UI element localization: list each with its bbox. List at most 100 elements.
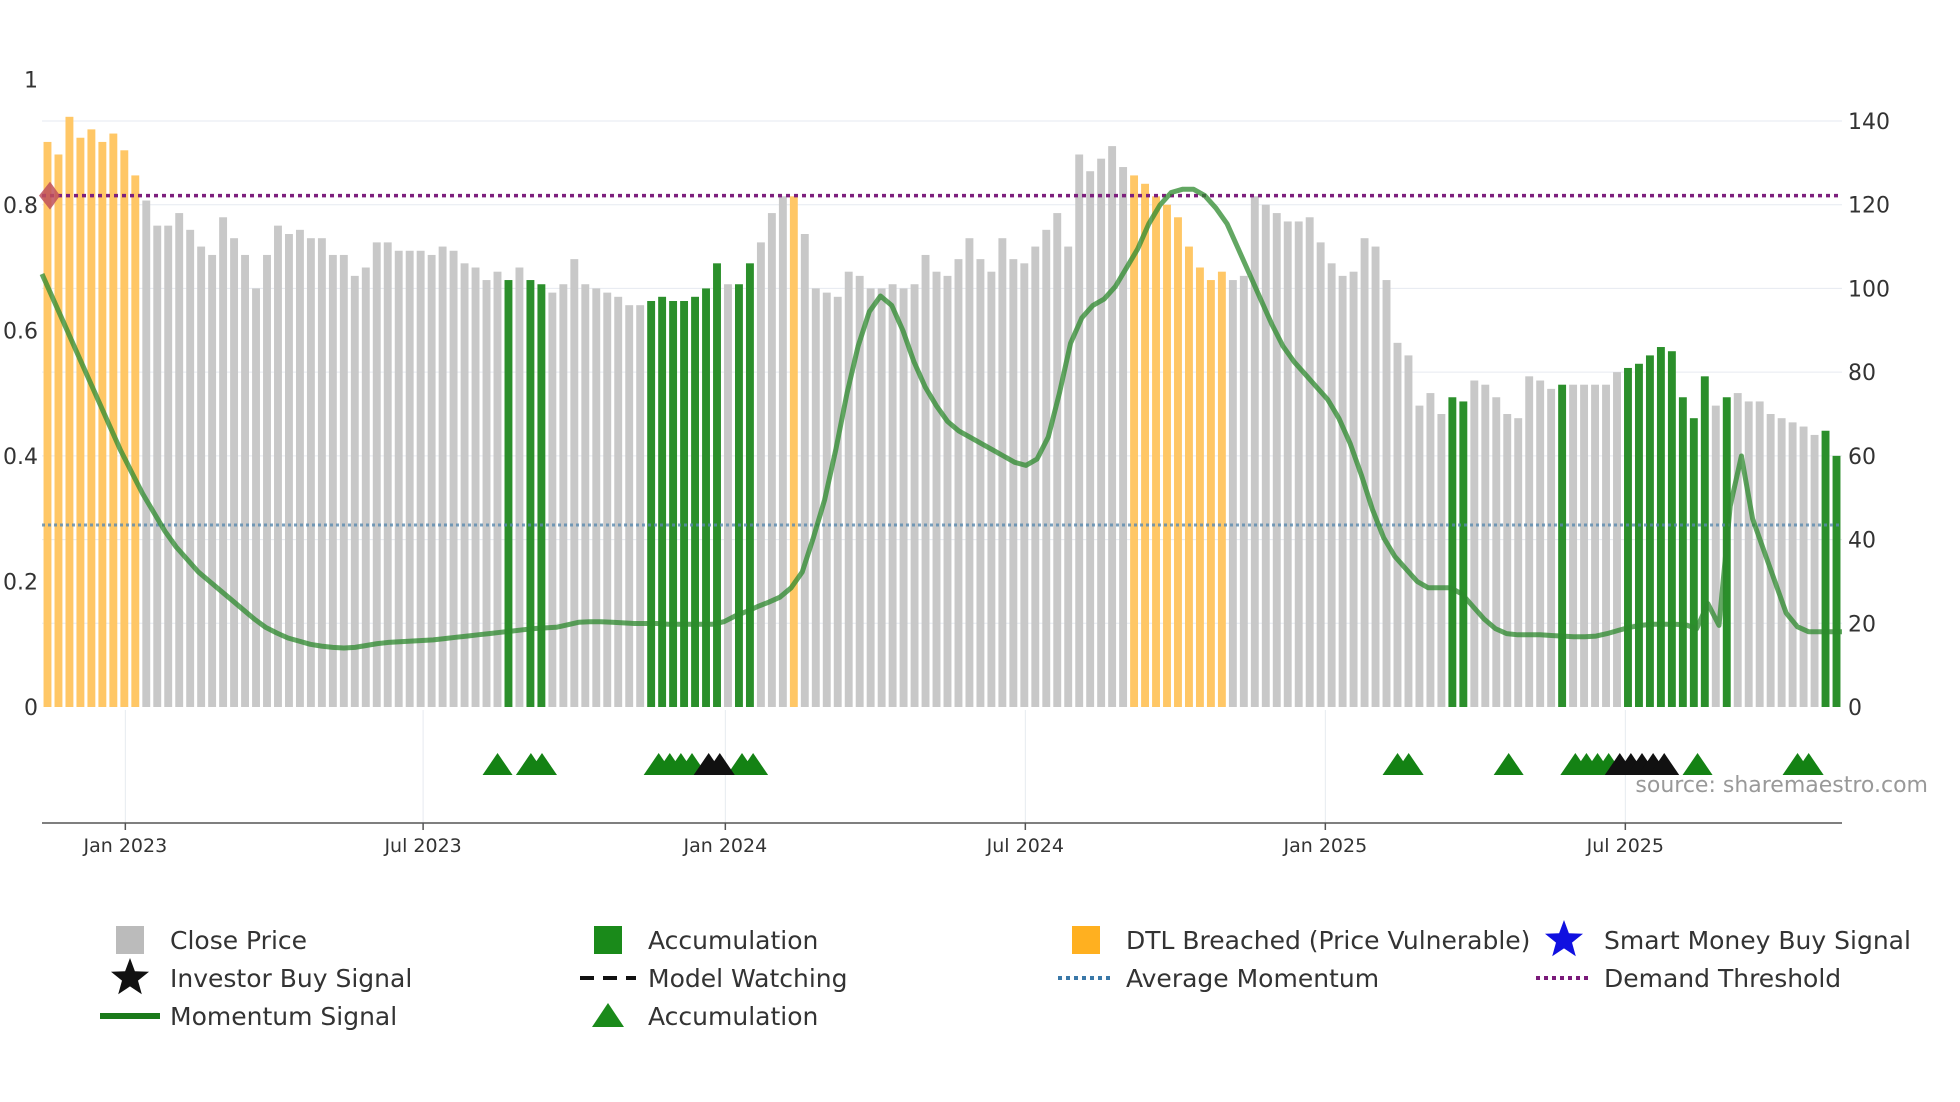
legend-label: Smart Money Buy Signal xyxy=(1604,926,1911,955)
accumulation-bar xyxy=(526,280,535,707)
accumulation-bar xyxy=(504,280,513,707)
close-price-bar xyxy=(987,271,996,707)
dtl-breached-bar xyxy=(1174,217,1182,707)
accumulation-bar xyxy=(1448,397,1457,707)
close-price-bar xyxy=(1371,246,1380,708)
close-price-bar xyxy=(1777,418,1786,707)
left-tick-label: 0 xyxy=(24,696,38,721)
close-price-bar xyxy=(811,288,820,707)
close-price-bar xyxy=(954,259,963,707)
legend-symbol-accumulation xyxy=(594,926,622,954)
close-price-bar xyxy=(1338,275,1347,707)
legend-label: Model Watching xyxy=(648,964,848,993)
close-price-bar xyxy=(1261,204,1270,707)
close-price-bar xyxy=(943,275,952,707)
close-price-bar xyxy=(603,292,612,707)
close-price-bar xyxy=(1250,196,1259,708)
close-price-bar xyxy=(274,225,282,707)
close-price-bar xyxy=(1711,405,1720,707)
accumulation-bar xyxy=(1656,347,1665,707)
close-price-bar xyxy=(1097,158,1106,707)
left-tick-label: 0.6 xyxy=(3,320,38,345)
close-price-bar xyxy=(1064,246,1073,708)
close-price-bar xyxy=(724,284,732,707)
dtl-breached-bar xyxy=(1217,271,1226,707)
close-price-bar xyxy=(1569,384,1578,707)
close-price-bar xyxy=(625,305,634,707)
close-price-bar xyxy=(855,275,864,707)
accumulation-bar xyxy=(1645,355,1654,707)
close-price-bar xyxy=(394,250,403,707)
close-price-bar xyxy=(548,292,557,707)
accumulation-bar xyxy=(1558,384,1567,707)
close-price-bar xyxy=(285,234,293,707)
momentum-signal-series xyxy=(39,186,1842,651)
close-price-bar xyxy=(1031,246,1040,708)
accumulation-bar xyxy=(1821,430,1830,707)
legend-label: Investor Buy Signal xyxy=(170,964,412,993)
date-tick-label: Jul 2025 xyxy=(1586,835,1664,857)
accumulation-bar xyxy=(691,296,699,707)
close-price-bar xyxy=(976,259,985,707)
close-price-bar xyxy=(241,254,249,707)
legend-symbol-investor-buy-signal xyxy=(111,958,149,995)
close-price-bar xyxy=(1602,384,1610,707)
close-price-bar xyxy=(1492,397,1501,707)
close-price-bar xyxy=(1228,280,1237,707)
close-price-bar xyxy=(1547,388,1556,707)
close-price-bar xyxy=(1799,426,1808,707)
close-price-bar xyxy=(416,250,425,707)
accumulation-bar xyxy=(1832,455,1841,707)
right-tick-label: 20 xyxy=(1848,612,1876,637)
close-price-bar xyxy=(164,225,173,707)
close-price-bar xyxy=(1009,259,1018,707)
close-price-bar xyxy=(471,267,480,707)
close-price-bar xyxy=(1327,263,1336,707)
legend-symbol-accumulation xyxy=(592,1003,624,1027)
close-price-bar xyxy=(1536,380,1545,707)
close-price-bar xyxy=(1294,221,1303,707)
close-price-bar xyxy=(899,288,908,707)
accumulation-bar xyxy=(735,284,743,707)
accumulation-triangle xyxy=(1793,753,1824,775)
close-price-bar xyxy=(438,246,447,708)
dtl-breached-bar xyxy=(789,196,798,708)
close-price-bar xyxy=(263,254,271,707)
close-price-bar xyxy=(515,267,524,707)
dtl-breached-bar xyxy=(131,175,140,707)
legend-label: DTL Breached (Price Vulnerable) xyxy=(1126,926,1530,955)
close-price-bar xyxy=(910,284,919,707)
accumulation-bar xyxy=(1459,401,1468,707)
investor-buy-signal-marker xyxy=(1649,753,1680,775)
close-price-bar xyxy=(1393,342,1402,707)
date-tick-label: Jan 2025 xyxy=(1282,835,1367,857)
close-price-bar xyxy=(405,250,414,707)
close-price-bar xyxy=(1086,171,1095,707)
close-price-bar xyxy=(756,242,765,707)
close-price-bar xyxy=(1810,434,1819,707)
close-price-bar xyxy=(1020,263,1029,707)
accumulation-bar xyxy=(713,263,721,707)
close-price-bar xyxy=(877,288,886,707)
accumulation-triangle xyxy=(482,753,513,775)
close-price-bar xyxy=(1349,271,1358,707)
close-price-bar xyxy=(1788,422,1797,707)
close-price-bar xyxy=(559,284,568,707)
close-price-bar xyxy=(1481,384,1490,707)
close-price-bar xyxy=(197,246,206,708)
reference-lines xyxy=(39,181,1842,527)
accumulation-triangle xyxy=(1682,753,1713,775)
close-price-bar xyxy=(614,296,623,707)
right-tick-label: 0 xyxy=(1848,696,1862,721)
close-price-bar xyxy=(1591,384,1599,707)
close-price-bar xyxy=(1075,154,1084,707)
close-price-bar xyxy=(1580,384,1589,707)
accumulation-bar xyxy=(1689,418,1698,707)
close-price-bar xyxy=(482,280,491,707)
close-price-bar xyxy=(570,259,579,707)
close-price-bar xyxy=(1272,213,1281,708)
left-tick-label: 0.4 xyxy=(3,445,38,470)
close-price-bar xyxy=(1514,418,1523,707)
dtl-breached-bar xyxy=(1152,196,1160,708)
close-price-bar xyxy=(1239,275,1248,707)
